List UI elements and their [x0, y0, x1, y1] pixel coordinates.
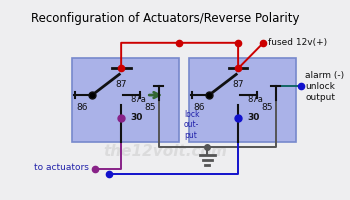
Text: 87a: 87a: [247, 96, 263, 104]
Text: lock
out-
put: lock out- put: [184, 110, 199, 140]
Text: to actuators: to actuators: [34, 163, 89, 172]
Text: 87: 87: [116, 80, 127, 89]
Text: fused 12v(+): fused 12v(+): [268, 38, 327, 47]
Bar: [189, 58, 296, 142]
Text: 87: 87: [232, 80, 244, 89]
Text: 30: 30: [131, 113, 143, 122]
Bar: [71, 58, 179, 142]
Text: 86: 86: [76, 103, 88, 112]
Text: Reconfiguration of Actuators/Reverse Polarity: Reconfiguration of Actuators/Reverse Pol…: [31, 12, 299, 25]
Text: 85: 85: [261, 103, 273, 112]
Text: 85: 85: [144, 103, 156, 112]
Text: 87a: 87a: [131, 96, 146, 104]
Text: alarm (-)
unlock
output: alarm (-) unlock output: [306, 71, 345, 102]
Text: 30: 30: [247, 113, 260, 122]
Text: 86: 86: [193, 103, 205, 112]
Text: the12volt.com: the12volt.com: [103, 144, 227, 159]
